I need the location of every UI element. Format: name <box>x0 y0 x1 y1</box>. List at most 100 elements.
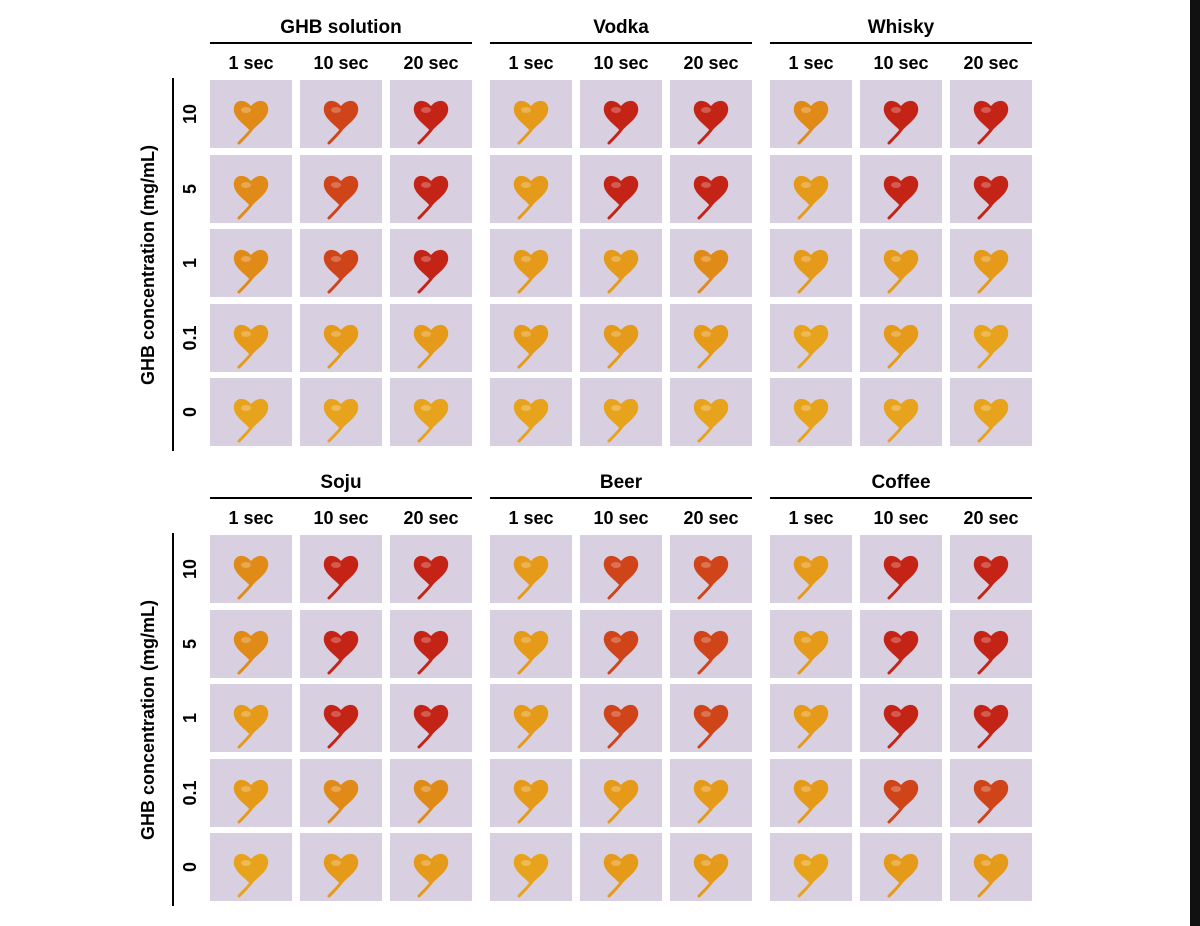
heart-spot <box>323 398 359 430</box>
heart-spot <box>323 704 359 736</box>
heart-spot <box>323 175 359 207</box>
spot-photo <box>670 229 752 297</box>
heart-spot <box>603 398 639 430</box>
spot-highlight <box>891 405 901 411</box>
spot-image <box>300 80 382 148</box>
heart-spot <box>693 175 729 207</box>
spot-stem <box>517 807 533 823</box>
heart-spot <box>603 100 639 132</box>
spot-image <box>300 229 382 297</box>
spot-highlight <box>981 711 991 717</box>
spot-highlight <box>701 107 711 113</box>
spot-image <box>950 378 1032 446</box>
spot-highlight <box>701 636 711 643</box>
spot-photo <box>770 535 852 603</box>
heart-spot <box>793 779 829 811</box>
spot-photo <box>300 609 382 678</box>
spot-photo <box>210 154 292 223</box>
spot-highlight <box>981 107 991 113</box>
heart-spot <box>323 630 359 662</box>
spot-photo <box>300 833 382 901</box>
spot-image <box>490 833 572 901</box>
spot-photo <box>390 684 472 752</box>
heart-spot <box>883 853 919 885</box>
spot-highlight <box>981 181 991 188</box>
spot-highlight <box>421 256 431 262</box>
spot-photo <box>770 80 852 148</box>
spot-image <box>390 229 472 297</box>
spot-highlight <box>421 181 431 188</box>
spot-photo <box>950 758 1032 827</box>
spot-stem <box>607 352 623 368</box>
spot-highlight <box>421 636 431 643</box>
spot-stem <box>237 277 253 294</box>
spot-stem <box>977 426 993 443</box>
spot-highlight <box>521 181 531 188</box>
spot-stem <box>797 658 813 674</box>
spot-highlight <box>331 562 341 568</box>
spot-photo <box>860 684 942 752</box>
spot-image <box>390 833 472 901</box>
spot-image <box>770 154 852 223</box>
time-label: 1 sec <box>788 53 834 73</box>
spot-photo <box>950 378 1032 446</box>
spot-photo <box>210 303 292 372</box>
heart-spot <box>233 324 269 356</box>
spot-highlight <box>521 860 531 866</box>
spot-image <box>300 609 382 678</box>
spot-photo <box>210 758 292 827</box>
spot-highlight <box>331 256 341 262</box>
heart-spot <box>883 779 919 811</box>
time-label: 10 sec <box>313 508 369 528</box>
y-axis-label: GHB concentration (mg/mL) <box>138 600 158 841</box>
spot-photo <box>390 154 472 223</box>
spot-photo <box>770 229 852 297</box>
heart-spot <box>793 704 829 736</box>
spot-image <box>490 684 572 752</box>
spot-image <box>580 609 662 678</box>
spot-stem <box>977 658 993 674</box>
heart-spot <box>693 853 729 885</box>
spot-highlight <box>801 860 811 866</box>
spot-highlight <box>981 636 991 643</box>
time-label: 20 sec <box>683 53 739 73</box>
spot-highlight <box>891 636 901 643</box>
spot-highlight <box>521 405 531 411</box>
heart-spot <box>973 249 1009 281</box>
spot-stem <box>327 203 343 219</box>
heart-spot <box>973 630 1009 662</box>
spot-photo <box>950 229 1032 297</box>
heart-spot <box>793 175 829 207</box>
heart-spot <box>693 630 729 662</box>
spot-photo <box>580 758 662 827</box>
spot-photo <box>670 154 752 223</box>
spot-highlight <box>611 256 621 262</box>
heart-spot <box>413 100 449 132</box>
spot-highlight <box>701 860 711 866</box>
spot-stem <box>607 128 623 145</box>
heart-spot <box>603 853 639 885</box>
spot-stem <box>237 732 253 749</box>
spot-image <box>860 684 942 752</box>
spot-highlight <box>241 562 251 568</box>
spot-stem <box>237 203 253 219</box>
spot-highlight <box>981 562 991 568</box>
heart-spot <box>233 630 269 662</box>
time-label: 10 sec <box>313 53 369 73</box>
time-label: 10 sec <box>873 53 929 73</box>
spot-highlight <box>521 711 531 717</box>
spot-stem <box>887 352 903 368</box>
heart-spot <box>793 555 829 587</box>
spot-stem <box>797 881 813 898</box>
spot-stem <box>797 128 813 145</box>
spot-photo <box>770 154 852 223</box>
spot-photo <box>670 80 752 148</box>
time-label: 20 sec <box>683 508 739 528</box>
spot-stem <box>327 583 343 600</box>
group-underline <box>210 497 472 499</box>
time-label: 10 sec <box>873 508 929 528</box>
spot-image <box>300 535 382 603</box>
spot-image <box>390 758 472 827</box>
spot-image <box>860 535 942 603</box>
spot-photo <box>670 833 752 901</box>
